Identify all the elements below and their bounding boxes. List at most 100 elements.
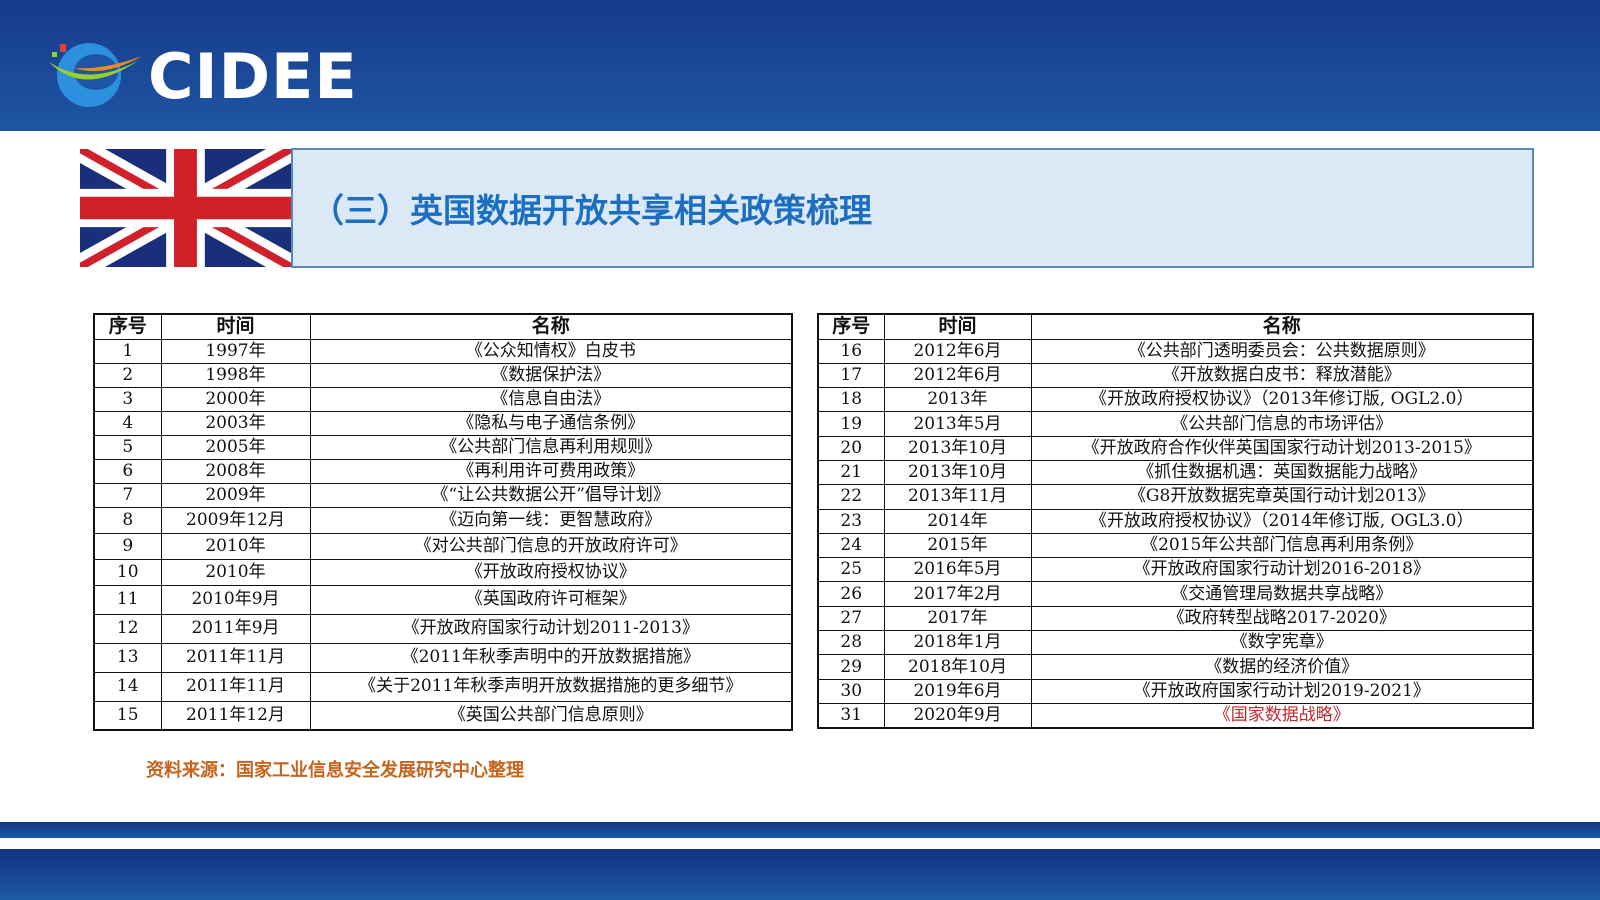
cell-time: 2013年5月 — [883, 411, 1032, 437]
cell-name: 《对公共部门信息的开放政府许可》 — [309, 532, 793, 560]
cell-time: 2018年1月 — [883, 630, 1032, 656]
cell-name: 《英国公共部门信息原则》 — [309, 700, 793, 731]
table-row: 12 2011年9月 《开放政府国家行动计划2011-2013》 — [93, 613, 793, 644]
table-row: 22 2013年11月 《G8开放数据宪章英国行动计划2013》 — [817, 484, 1534, 510]
cell-time: 2010年 — [160, 532, 311, 560]
table-row: 19 2013年5月 《公共部门信息的市场评估》 — [817, 411, 1534, 437]
cell-time: 2013年11月 — [883, 484, 1032, 510]
cell-index: 7 — [93, 482, 162, 508]
cell-index: 22 — [817, 484, 885, 510]
cell-name: 《开放政府授权协议》（2014年修订版, OGL3.0） — [1030, 508, 1534, 534]
cell-time: 2003年 — [160, 410, 311, 436]
table-row: 29 2018年10月 《数据的经济价值》 — [817, 654, 1534, 680]
policy-table-right: 序号 时间 名称 16 2012年6月 《公共部门透明委员会：公共数据原则》 17 20… — [817, 313, 1534, 729]
table-row: 31 2020年9月 《国家数据战略》 — [817, 702, 1534, 729]
cell-time: 1997年 — [160, 338, 311, 364]
cell-index: 5 — [93, 434, 162, 460]
cell-name: 《交通管理局数据共享战略》 — [1030, 581, 1534, 607]
header-banner: CIDEE — [0, 0, 1600, 131]
cell-index: 11 — [93, 584, 162, 615]
cell-name: 《开放政府国家行动计划2011-2013》 — [309, 613, 793, 644]
cell-index: 13 — [93, 642, 162, 673]
policy-table-left: 序号 时间 名称 1 1997年 《公众知情权》白皮书 2 1998年 《数据保护法》 3 2… — [93, 313, 793, 731]
title-box: （三）英国数据开放共享相关政策梳理 — [291, 148, 1534, 268]
cell-index: 24 — [817, 532, 885, 559]
cell-time: 2011年9月 — [160, 613, 311, 644]
cell-index: 25 — [817, 557, 885, 583]
table-row: 15 2011年12月 《英国公共部门信息原则》 — [93, 700, 793, 731]
cell-time: 2005年 — [160, 434, 311, 460]
cell-index: 16 — [817, 338, 885, 364]
column-header-index: 序号 — [93, 313, 162, 340]
cell-index: 17 — [817, 362, 885, 389]
cell-time: 2013年 — [883, 387, 1032, 413]
cell-name: 《2015年公共部门信息再利用条例》 — [1030, 532, 1534, 559]
cell-index: 30 — [817, 678, 885, 704]
cell-index: 12 — [93, 613, 162, 644]
cell-time: 2014年 — [883, 508, 1032, 534]
cell-time: 2017年2月 — [883, 581, 1032, 607]
table-row: 10 2010年 《开放政府授权协议》 — [93, 558, 793, 586]
cell-time: 2011年12月 — [160, 700, 311, 731]
cell-index: 8 — [93, 506, 162, 534]
table-row: 14 2011年11月 《关于2011年秋季声明开放数据措施的更多细节》 — [93, 671, 793, 702]
cell-name: 《开放政府国家行动计划2016-2018》 — [1030, 557, 1534, 583]
column-header-name: 名称 — [1030, 313, 1534, 340]
cell-time: 2008年 — [160, 458, 311, 484]
cell-time: 1998年 — [160, 362, 311, 388]
cell-name: 《数据保护法》 — [309, 362, 793, 388]
table-row: 24 2015年 《2015年公共部门信息再利用条例》 — [817, 532, 1534, 559]
table-row: 28 2018年1月 《数字宪章》 — [817, 630, 1534, 656]
cell-name: 《“让公共数据公开”倡导计划》 — [309, 482, 793, 508]
cell-index: 14 — [93, 671, 162, 702]
column-header-name: 名称 — [309, 313, 793, 340]
cell-index: 9 — [93, 532, 162, 560]
cell-time: 2018年10月 — [883, 654, 1032, 680]
table-row: 2 1998年 《数据保护法》 — [93, 362, 793, 388]
table-row: 20 2013年10月 《开放政府合作伙伴英国国家行动计划2013-2015》 — [817, 435, 1534, 461]
table-row: 18 2013年 《开放政府授权协议》（2013年修订版, OGL2.0） — [817, 387, 1534, 413]
cell-name: 《开放政府合作伙伴英国国家行动计划2013-2015》 — [1030, 435, 1534, 461]
table-row: 11 2010年9月 《英国政府许可框架》 — [93, 584, 793, 615]
cell-name: 《数字宪章》 — [1030, 630, 1534, 656]
cell-index: 6 — [93, 458, 162, 484]
cell-name: 《关于2011年秋季声明开放数据措施的更多细节》 — [309, 671, 793, 702]
cell-index: 28 — [817, 630, 885, 656]
table-row: 8 2009年12月 《迈向第一线：更智慧政府》 — [93, 506, 793, 534]
cell-name: 《再利用许可费用政策》 — [309, 458, 793, 484]
table-row: 1 1997年 《公众知情权》白皮书 — [93, 338, 793, 364]
column-header-time: 时间 — [160, 313, 311, 340]
table-row: 4 2003年 《隐私与电子通信条例》 — [93, 410, 793, 436]
cell-index: 3 — [93, 386, 162, 412]
cell-name: 《公共部门信息的市场评估》 — [1030, 411, 1534, 437]
cell-time: 2009年 — [160, 482, 311, 508]
cell-time: 2009年12月 — [160, 506, 311, 534]
cell-time: 2012年6月 — [883, 338, 1032, 364]
cell-name: 《G8开放数据宪章英国行动计划2013》 — [1030, 484, 1534, 510]
cell-index: 20 — [817, 435, 885, 461]
cell-time: 2012年6月 — [883, 362, 1032, 389]
page-title: （三）英国数据开放共享相关政策梳理 — [311, 191, 872, 230]
cell-name: 《国家数据战略》 — [1030, 702, 1534, 729]
cell-name: 《开放政府授权协议》（2013年修订版, OGL2.0） — [1030, 387, 1534, 413]
table-row: 13 2011年11月 《2011年秋季声明中的开放数据措施》 — [93, 642, 793, 673]
cell-time: 2010年9月 — [160, 584, 311, 615]
table-row: 16 2012年6月 《公共部门透明委员会：公共数据原则》 — [817, 338, 1534, 364]
column-header-index: 序号 — [817, 313, 885, 340]
cell-name: 《开放数据白皮书：释放潜能》 — [1030, 362, 1534, 389]
footer-banner — [0, 849, 1600, 900]
cell-time: 2013年10月 — [883, 435, 1032, 461]
cell-name: 《公众知情权》白皮书 — [309, 338, 793, 364]
footer-band — [0, 822, 1600, 838]
cell-index: 4 — [93, 410, 162, 436]
cell-index: 10 — [93, 558, 162, 586]
cell-time: 2013年10月 — [883, 459, 1032, 486]
cell-name: 《迈向第一线：更智慧政府》 — [309, 506, 793, 534]
cell-time: 2020年9月 — [883, 702, 1032, 729]
cell-time: 2010年 — [160, 558, 311, 586]
cell-time: 2015年 — [883, 532, 1032, 559]
cell-name: 《公共部门信息再利用规则》 — [309, 434, 793, 460]
cell-name: 《2011年秋季声明中的开放数据措施》 — [309, 642, 793, 673]
cell-time: 2016年5月 — [883, 557, 1032, 583]
table-row: 23 2014年 《开放政府授权协议》（2014年修订版, OGL3.0） — [817, 508, 1534, 534]
